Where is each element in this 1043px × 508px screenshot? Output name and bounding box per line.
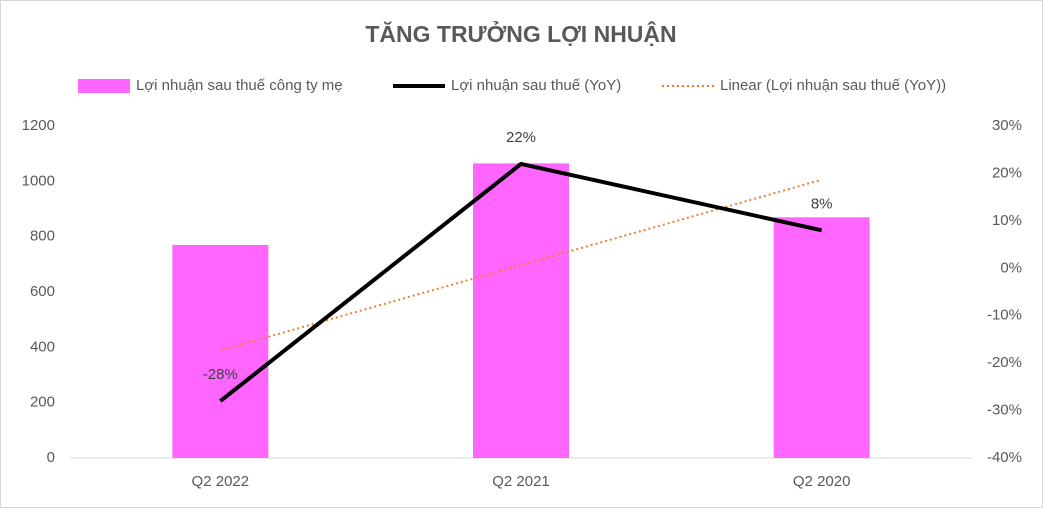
data-label: 8% (811, 195, 833, 212)
y-tick-label: 200 (30, 394, 55, 411)
y-tick-label: 800 (30, 228, 55, 245)
y-tick-label: 1000 (22, 172, 55, 189)
y-tick-label: 0 (47, 449, 55, 466)
bar (773, 217, 870, 458)
bar (473, 163, 569, 458)
y2-tick-label: -20% (987, 354, 1022, 371)
x-tick-label: Q2 2021 (492, 473, 550, 490)
chart-title: TĂNG TRƯỞNG LỢI NHUẬN (365, 19, 676, 47)
legend-label: Linear (Lợi nhuận sau thuế (YoY)) (720, 77, 946, 94)
y2-tick-label: -30% (987, 402, 1022, 419)
y2-tick-label: 10% (992, 212, 1022, 229)
y-tick-label: 1200 (22, 117, 55, 134)
data-label: 22% (506, 129, 536, 146)
line (219, 161, 823, 403)
y2-tick-label: 20% (992, 164, 1022, 181)
x-tick-label: Q2 2022 (192, 473, 250, 490)
legend-swatch (78, 79, 130, 93)
legend-label: Lợi nhuận sau thuế công ty mẹ (136, 77, 343, 94)
y-tick-label: 400 (30, 338, 55, 355)
x-tick-label: Q2 2020 (793, 473, 851, 490)
y2-tick-label: -10% (987, 307, 1022, 324)
bar (172, 244, 269, 458)
data-label: -28% (203, 366, 238, 383)
y-tick-label: 600 (30, 283, 55, 300)
y2-tick-label: -40% (987, 449, 1022, 466)
y2-tick-label: 30% (992, 117, 1022, 134)
y2-tick-label: 0% (1000, 259, 1022, 276)
legend-label: Lợi nhuận sau thuế (YoY) (451, 77, 621, 94)
